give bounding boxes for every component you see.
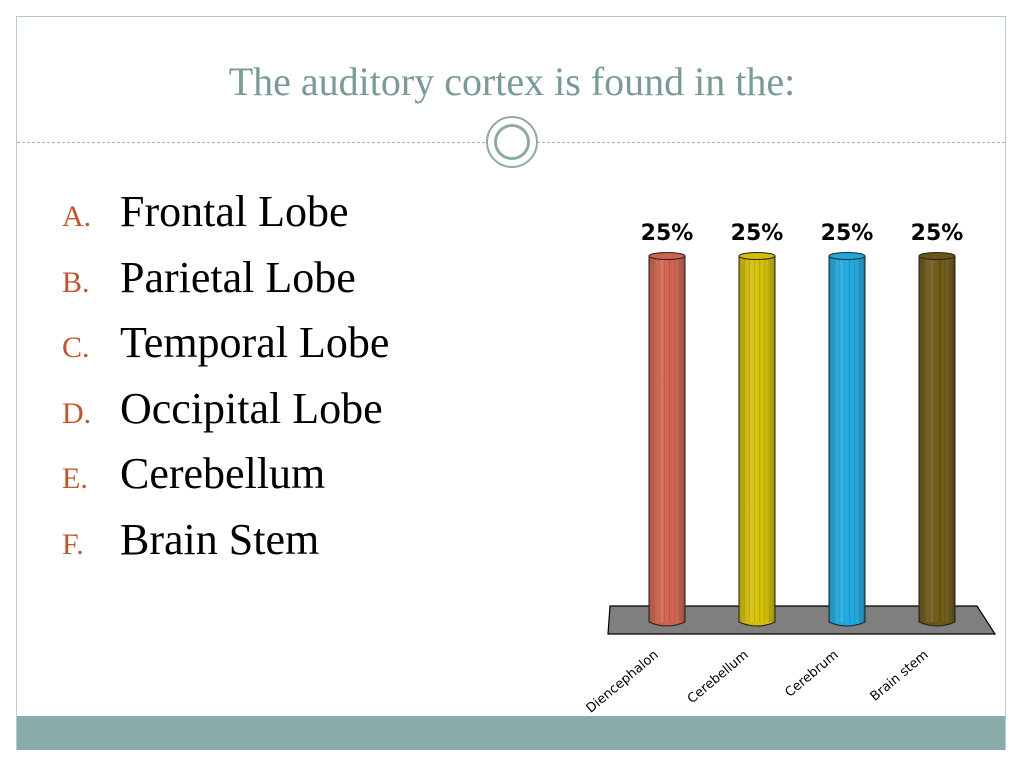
option-text: Temporal Lobe bbox=[120, 318, 390, 367]
bar-shading bbox=[829, 256, 865, 622]
bar-shading bbox=[739, 256, 775, 622]
slide-title: The auditory cortex is found in the: bbox=[228, 59, 796, 104]
option-letter: C. bbox=[62, 331, 90, 364]
bar-value-label: 25% bbox=[821, 221, 874, 246]
option-letter: B. bbox=[62, 265, 90, 299]
option-letter: D. bbox=[62, 396, 92, 430]
answer-option-a: A. Frontal Lobe bbox=[62, 186, 389, 252]
category-label: Cerebrum bbox=[782, 648, 841, 701]
category-label: Diencephalon bbox=[584, 648, 662, 717]
bar-value-label: 25% bbox=[911, 221, 964, 246]
bar-brain-stem bbox=[918, 252, 956, 627]
bar-top-cap bbox=[738, 252, 776, 260]
bar-shading bbox=[919, 256, 955, 622]
category-label: Brain stem bbox=[868, 648, 932, 705]
answer-option-f: F. Brain Stem bbox=[62, 514, 389, 580]
answer-options-list: A. Frontal Lobe B. Parietal Lobe C. Temp… bbox=[62, 186, 389, 579]
option-text: Parietal Lobe bbox=[120, 252, 356, 302]
option-letter: E. bbox=[62, 462, 88, 495]
option-text: Occipital Lobe bbox=[120, 383, 383, 433]
bar-diencephalon bbox=[648, 252, 686, 627]
bar-value-label: 25% bbox=[641, 221, 694, 246]
bar-top-cap bbox=[828, 252, 866, 260]
footer-band bbox=[17, 716, 1005, 750]
option-letter: F. bbox=[62, 527, 84, 561]
bar-cerebrum bbox=[828, 252, 866, 627]
divider-ring-inner bbox=[494, 124, 530, 160]
category-label: Cerebellum bbox=[685, 648, 752, 707]
response-bar-chart: 25% 25% 25% 25% Diencephalon Cerebellum Cereb… bbox=[584, 221, 997, 717]
bar-cerebellum bbox=[738, 252, 776, 627]
answer-option-e: E. Cerebellum bbox=[62, 448, 389, 514]
bar-value-label: 25% bbox=[731, 221, 784, 246]
answer-option-d: D. Occipital Lobe bbox=[62, 383, 389, 449]
bar-top-cap bbox=[918, 252, 956, 260]
divider-ring-ornament bbox=[486, 116, 538, 168]
option-letter: A. bbox=[62, 200, 92, 233]
answer-option-b: B. Parietal Lobe bbox=[62, 252, 389, 318]
option-text: Frontal Lobe bbox=[120, 187, 349, 236]
option-text: Brain Stem bbox=[120, 514, 320, 564]
bar-top-cap bbox=[648, 252, 686, 260]
answer-option-c: C. Temporal Lobe bbox=[62, 317, 389, 383]
option-text: Cerebellum bbox=[120, 449, 326, 498]
bar-shading bbox=[649, 256, 685, 622]
